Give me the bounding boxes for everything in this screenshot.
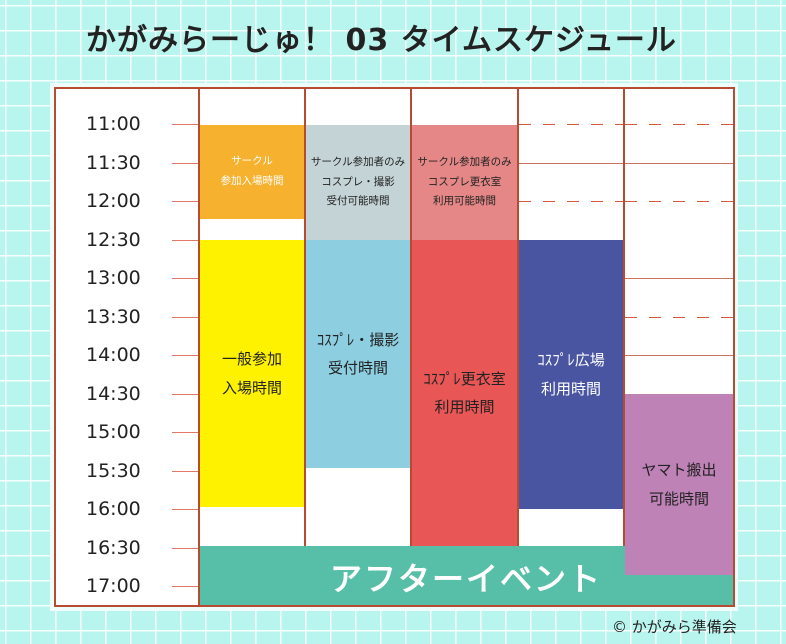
time-label: 14:30	[86, 383, 141, 405]
circle-entry-block: サークル 参加入場時間	[200, 125, 304, 219]
time-label: 13:30	[86, 306, 141, 328]
time-tick	[172, 509, 198, 510]
grid-line	[625, 201, 733, 202]
time-label: 13:00	[86, 267, 141, 289]
cosplay-circle-block: サークル参加者のみ コスプレ・撮影 受付可能時間	[306, 125, 410, 240]
dressing-room-circle-label: サークル参加者のみ コスプレ更衣室 利用可能時間	[417, 155, 512, 208]
column-divider	[623, 87, 625, 607]
time-tick	[172, 394, 198, 395]
cosplay-circle-label: サークル参加者のみ コスプレ・撮影 受付可能時間	[310, 155, 406, 208]
time-tick	[172, 432, 198, 433]
time-label: 16:00	[86, 498, 141, 520]
time-tick	[172, 317, 198, 318]
time-tick	[172, 163, 198, 164]
after-event-label: アフターイベント	[330, 560, 603, 598]
grid-line	[519, 201, 623, 202]
circle-entry-label: サークル 参加入場時間	[220, 155, 284, 187]
grid-line	[625, 124, 733, 125]
grid-line	[625, 163, 733, 164]
time-tick	[172, 240, 198, 241]
time-tick	[172, 278, 198, 279]
general-entry-block: 一般参加 入場時間	[200, 240, 304, 507]
time-label: 12:30	[86, 229, 141, 251]
column-divider	[410, 87, 412, 607]
grid-line	[625, 278, 733, 279]
time-label: 15:30	[86, 460, 141, 482]
time-label: 17:00	[86, 575, 141, 597]
grid-line	[625, 317, 733, 318]
yamato-shipping-block: ヤマト搬出 可能時間	[625, 394, 733, 575]
yamato-shipping-label: ヤマト搬出 可能時間	[641, 461, 717, 508]
grid-line	[625, 355, 733, 356]
time-label: 11:30	[86, 152, 141, 174]
time-tick	[172, 201, 198, 202]
time-tick	[172, 124, 198, 125]
general-entry-label: 一般参加 入場時間	[221, 350, 282, 397]
dressing-room-block: ｺｽﾌﾟﾚ更衣室 利用時間	[412, 240, 517, 546]
grid-line	[519, 124, 623, 125]
cosplay-reception-label: ｺｽﾌﾟﾚ・撮影 受付時間	[316, 330, 400, 378]
time-label: 15:00	[86, 421, 141, 443]
dressing-room-label: ｺｽﾌﾟﾚ更衣室 利用時間	[423, 369, 506, 417]
time-tick	[172, 548, 198, 549]
copyright-credit: © かがみら準備会	[612, 618, 737, 636]
cosplay-reception-block: ｺｽﾌﾟﾚ・撮影 受付時間	[306, 240, 410, 468]
grid-line	[519, 163, 623, 164]
column-divider	[304, 87, 306, 607]
time-tick	[172, 471, 198, 472]
cosplay-plaza-label: ｺｽﾌﾟﾚ広場 利用時間	[537, 351, 605, 398]
dressing-room-circle-block: サークル参加者のみ コスプレ更衣室 利用可能時間	[412, 125, 517, 240]
column-divider	[517, 87, 519, 607]
time-tick	[172, 586, 198, 587]
time-tick	[172, 355, 198, 356]
cosplay-plaza-block: ｺｽﾌﾟﾚ広場 利用時間	[519, 240, 623, 509]
column-divider	[198, 87, 200, 607]
time-label: 12:00	[86, 190, 141, 212]
page-title: かがみらーじゅ！ 03 タイムスケジュール	[86, 23, 677, 58]
time-label: 11:00	[86, 113, 141, 135]
time-label: 14:00	[86, 344, 141, 366]
time-label: 16:30	[86, 537, 141, 559]
